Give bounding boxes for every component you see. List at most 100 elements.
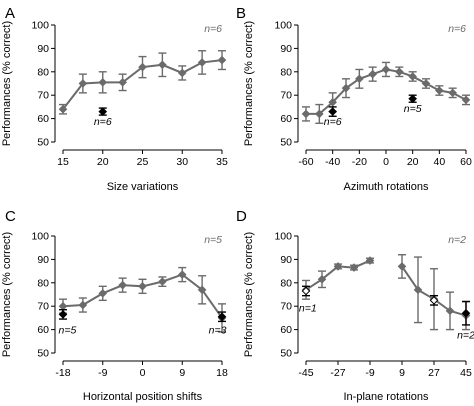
panel-letter: B — [236, 5, 246, 22]
data-point — [448, 88, 457, 98]
x-axis-label: In-plane rotations — [344, 391, 429, 403]
y-tick-label: 70 — [280, 90, 292, 102]
series-3 — [301, 285, 311, 297]
data-point — [98, 107, 108, 116]
n-annotation: n=6 — [324, 116, 342, 128]
data-point — [317, 274, 327, 284]
series-2 — [98, 107, 108, 116]
data-point — [118, 78, 127, 87]
y-tick-label: 50 — [280, 348, 292, 360]
data-point — [355, 74, 364, 84]
x-tick-label: -20 — [352, 156, 367, 168]
x-tick-label: -45 — [298, 367, 313, 379]
n-annotation: n=2 — [457, 329, 474, 341]
series-1 — [58, 266, 227, 333]
y-tick-label: 100 — [274, 231, 292, 243]
data-point — [197, 58, 207, 67]
y-tick-label: 60 — [37, 324, 49, 336]
y-tick-label: 70 — [37, 90, 49, 102]
panel-d: Dn=2 50 60 70 80 90 100 -45 -27 -9 9 27 45 In-plane r… — [236, 208, 474, 403]
data-point — [381, 65, 391, 74]
data-point — [118, 280, 127, 290]
data-point — [328, 107, 337, 116]
panel-letter: C — [5, 208, 16, 225]
y-tick-label: 60 — [280, 324, 292, 336]
data-point — [368, 69, 377, 79]
x-tick-label: 27 — [428, 367, 440, 379]
y-axis-label: Performances (% correct) — [1, 21, 13, 146]
x-tick-label: -40 — [325, 156, 340, 168]
data-point — [78, 79, 88, 88]
y-tick-label: 80 — [37, 277, 49, 289]
data-point — [217, 55, 227, 65]
x-tick-label: -9 — [365, 367, 374, 379]
data-point — [315, 109, 324, 119]
panel-letter: A — [5, 5, 15, 22]
panel-letter: D — [236, 208, 247, 225]
x-tick-label: 40 — [433, 156, 445, 168]
x-tick-label: 9 — [399, 367, 405, 379]
y-tick-label: 100 — [31, 20, 49, 32]
data-point — [413, 285, 423, 295]
x-axis-label: Size variations — [107, 181, 179, 193]
n-annotation: n=5 — [59, 325, 77, 337]
x-tick-label: 30 — [176, 156, 188, 168]
y-tick-label: 100 — [31, 231, 49, 243]
y-tick-label: 50 — [37, 137, 49, 149]
x-tick-label: 20 — [407, 156, 419, 168]
data-point — [445, 306, 455, 316]
x-tick-label: -27 — [330, 367, 345, 379]
y-tick-label: 90 — [37, 254, 49, 266]
data-point — [158, 277, 167, 286]
data-point — [177, 68, 187, 78]
series-4 — [429, 294, 439, 306]
y-tick-label: 60 — [280, 113, 292, 125]
data-point — [301, 109, 311, 119]
series-2 — [397, 254, 471, 331]
panel-c: Cn=5 50 60 70 80 90 100 -18 -9 0 9 18 Horizontal pos… — [1, 208, 228, 403]
data-point — [429, 296, 439, 305]
y-tick-label: 90 — [37, 43, 49, 55]
data-point — [341, 83, 351, 93]
x-axis-label: Horizontal position shifts — [83, 391, 203, 403]
n-annotation: n=5 — [404, 103, 422, 115]
data-point — [408, 72, 417, 81]
data-point — [58, 301, 68, 311]
series-2 — [328, 106, 337, 117]
n-annotation: n=1 — [299, 302, 317, 314]
x-tick-label: 9 — [179, 367, 185, 379]
data-point — [138, 62, 147, 72]
data-point — [421, 79, 431, 88]
data-point — [461, 308, 471, 318]
x-tick-label: -60 — [298, 156, 313, 168]
y-axis-label: Performances (% correct) — [243, 21, 255, 146]
x-tick-label: -18 — [55, 367, 70, 379]
x-tick-label: 45 — [460, 367, 472, 379]
n-corner-label: n=6 — [448, 23, 466, 35]
y-tick-label: 80 — [37, 66, 49, 78]
series-5 — [461, 300, 471, 326]
y-tick-label: 50 — [280, 137, 292, 149]
data-point — [328, 97, 337, 107]
n-corner-label: n=2 — [448, 234, 466, 246]
series-3 — [408, 94, 417, 104]
x-tick-label: 35 — [216, 156, 228, 168]
x-tick-label: 60 — [460, 156, 472, 168]
y-tick-label: 80 — [280, 277, 292, 289]
y-tick-label: 100 — [274, 20, 292, 32]
data-point — [177, 270, 187, 279]
y-tick-label: 90 — [280, 254, 292, 266]
data-point — [58, 104, 68, 114]
n-corner-label: n=6 — [204, 23, 222, 35]
data-point — [58, 310, 68, 319]
data-point — [408, 94, 417, 104]
x-tick-label: 18 — [216, 367, 228, 379]
x-tick-label: 20 — [97, 156, 109, 168]
n-annotation: n=6 — [94, 116, 112, 128]
data-point — [301, 286, 311, 296]
y-tick-label: 60 — [37, 113, 49, 125]
data-point — [435, 86, 444, 95]
y-tick-label: 70 — [37, 301, 49, 313]
n-corner-label: n=5 — [204, 234, 222, 246]
